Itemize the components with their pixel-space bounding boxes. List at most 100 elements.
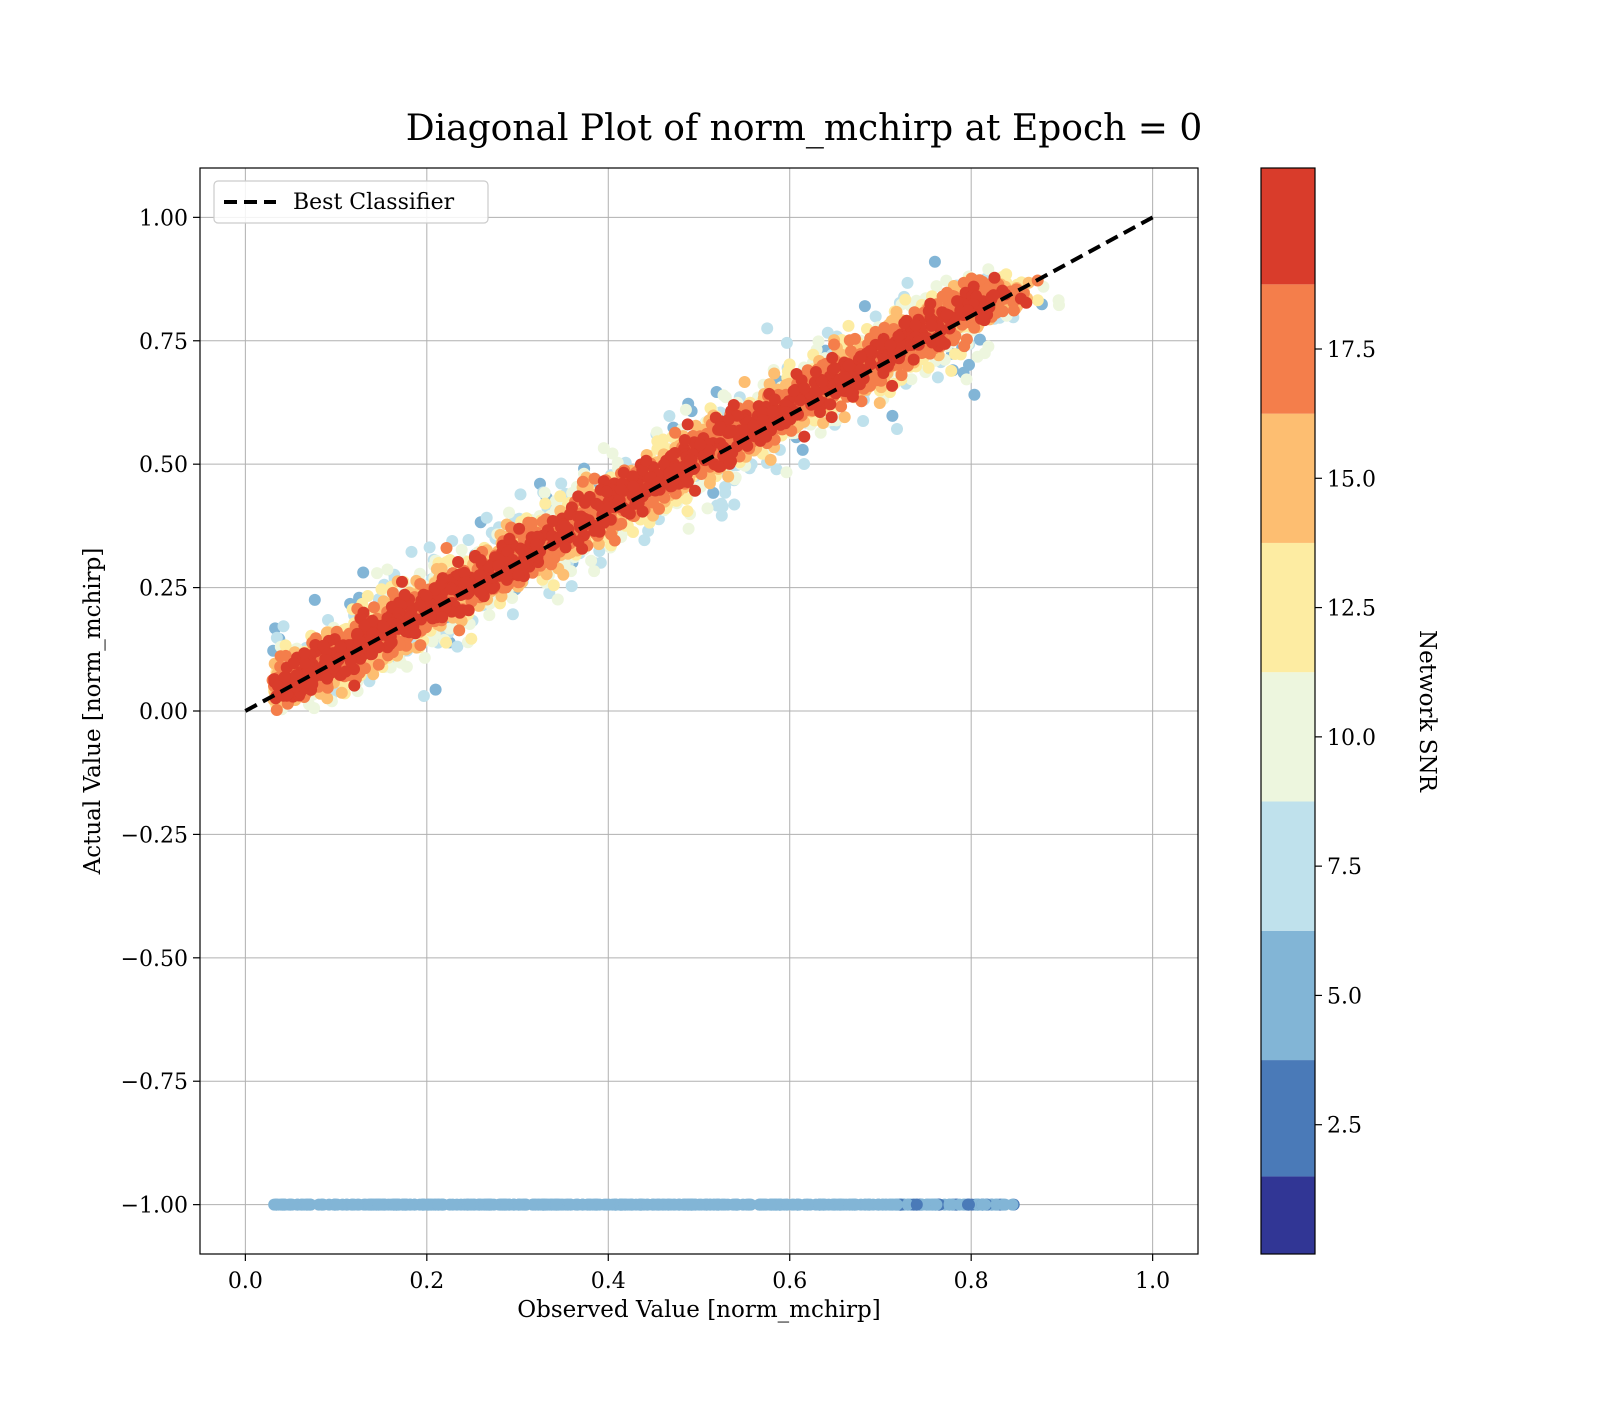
scatter-point: [810, 366, 822, 378]
scatter-point: [932, 371, 944, 383]
chart-title: Diagonal Plot of norm_mchirp at Epoch = …: [406, 108, 1203, 149]
scatter-point: [430, 684, 442, 696]
scatter-point: [566, 580, 578, 592]
scatter-point: [722, 471, 734, 483]
scatter-point: [503, 533, 515, 545]
scatter-point: [899, 294, 911, 306]
scatter-point: [456, 544, 468, 556]
scatter-point: [713, 461, 725, 473]
scatter-point: [826, 411, 838, 423]
scatter-point: [609, 535, 621, 547]
scatter-point: [839, 411, 851, 423]
scatter-point: [278, 620, 290, 632]
scatter-point: [547, 515, 559, 527]
scatter-point: [507, 608, 519, 620]
scatter-point: [989, 272, 1001, 284]
scatter-point: [396, 576, 408, 588]
scatter-point: [357, 567, 369, 579]
scatter-point: [453, 624, 465, 636]
scatter-point: [857, 415, 869, 427]
scatter-point: [859, 300, 871, 312]
scatter-point: [902, 277, 914, 289]
scatter-point: [515, 488, 527, 500]
scatter-point: [483, 609, 495, 621]
scatter-point: [441, 542, 453, 554]
scatter-point: [728, 499, 740, 511]
scatter-point: [874, 397, 886, 409]
scatter-point: [765, 454, 777, 466]
scatter-point: [717, 501, 729, 513]
scatter-point: [1053, 299, 1065, 311]
scatter-point: [682, 505, 694, 517]
scatter-point: [891, 306, 903, 318]
scatter-point: [539, 487, 551, 499]
scatter-point: [309, 594, 321, 606]
grid-lines: [200, 168, 1198, 1254]
scatter-point: [348, 680, 360, 692]
scatter-point: [381, 564, 393, 576]
scatter-point: [336, 687, 348, 699]
scatter-point: [406, 546, 418, 558]
scatter-point: [271, 704, 283, 716]
scatter-point: [627, 526, 639, 538]
scatter-point: [728, 399, 740, 411]
scatter-point: [835, 400, 847, 412]
scatter-point: [680, 404, 692, 416]
scatter-point: [961, 373, 973, 385]
scatter-point: [414, 639, 426, 651]
scatter-point: [784, 358, 796, 370]
scatter-point: [968, 389, 980, 401]
scatter-point: [886, 410, 898, 422]
scatter-point: [719, 487, 731, 499]
scatter-point: [886, 380, 898, 392]
scatter-point: [870, 311, 882, 323]
scatter-point: [891, 423, 903, 435]
scatter-point: [814, 406, 826, 418]
scatter-point: [979, 347, 991, 359]
scatter-point: [526, 517, 538, 529]
scatter-point: [506, 592, 518, 604]
scatter-point: [781, 466, 793, 478]
scatter-point: [923, 362, 935, 374]
scatter-point: [781, 337, 793, 349]
scatter-point: [849, 333, 861, 345]
scatter-point: [826, 352, 838, 364]
scatter-point: [843, 320, 855, 332]
scatter-point: [419, 652, 431, 664]
scatter-point: [798, 431, 810, 443]
scatter-point: [452, 556, 464, 568]
scatter-points: [267, 256, 1065, 1211]
scatter-point: [669, 427, 681, 439]
scatter-point: [945, 365, 957, 377]
scatter-point: [704, 477, 716, 489]
scatter-point: [552, 594, 564, 606]
scatter-point: [1032, 294, 1044, 306]
scatter-point: [588, 565, 600, 577]
scatter-point: [463, 534, 475, 546]
scatter-point: [663, 410, 675, 422]
scatter-point: [503, 507, 515, 519]
scatter-point: [739, 376, 751, 388]
scatter-point: [683, 523, 695, 535]
scatter-point: [798, 458, 810, 470]
scatter-point: [1008, 305, 1020, 317]
scatter-point: [539, 498, 551, 510]
scatter-point: [424, 541, 436, 553]
scatter-point: [577, 476, 589, 488]
scatter-point: [557, 569, 569, 581]
scatter-point: [797, 444, 809, 456]
scatter-point: [702, 502, 714, 514]
scatter-point: [961, 333, 973, 345]
scatter-point: [399, 589, 411, 601]
scatter-point: [513, 523, 525, 535]
scatter-point: [362, 590, 374, 602]
scatter-point: [555, 478, 567, 490]
scatter-point: [761, 322, 773, 334]
scatter-point: [481, 512, 493, 524]
scatter-point: [440, 637, 452, 649]
scatter-point: [615, 518, 627, 530]
scatter-point: [949, 348, 961, 360]
scatter-point: [418, 690, 430, 702]
